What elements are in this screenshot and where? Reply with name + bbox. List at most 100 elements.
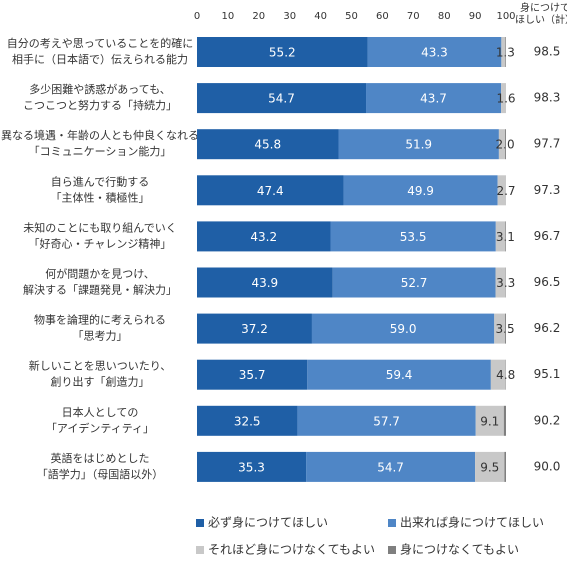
value-label: 59.4 — [386, 368, 413, 382]
legend-label: 身につけなくてもよい — [400, 542, 519, 557]
bar-segment — [197, 267, 333, 298]
category-label: 何が問題かを見つけ、 — [45, 267, 154, 281]
value-label: 52.7 — [401, 276, 428, 290]
category-label: 自分の考えや思っていることを的確に — [7, 36, 193, 50]
bar-segment — [297, 405, 476, 436]
value-label: 9.1 — [480, 414, 499, 428]
bar-segment — [475, 451, 505, 482]
bar-segment — [330, 221, 496, 252]
total-label: 97.7 — [534, 137, 561, 151]
bar-segment — [307, 359, 491, 390]
bar-segment — [338, 129, 499, 160]
bar-segment — [490, 359, 506, 390]
value-label: 47.4 — [257, 184, 284, 198]
total-label: 97.3 — [534, 183, 561, 197]
value-label: 32.5 — [234, 414, 261, 428]
value-label: 9.5 — [480, 460, 499, 474]
value-label: 45.8 — [254, 138, 281, 152]
total-label: 96.2 — [534, 321, 561, 335]
legend-label: 必ず身につけてほしい — [208, 515, 328, 530]
bar-segment — [495, 267, 506, 298]
total-label: 96.7 — [534, 229, 561, 243]
value-label: 2.7 — [496, 184, 515, 198]
total-label: 95.1 — [534, 367, 561, 381]
value-label: 53.5 — [400, 230, 427, 244]
bar-segment — [498, 129, 506, 160]
category-label: 創り出す「創造力」 — [51, 375, 150, 389]
value-label: 49.9 — [407, 184, 434, 198]
bar-segment — [332, 267, 496, 298]
legend-swatch — [388, 546, 396, 554]
category-label: 「コミュニケーション能力」 — [29, 144, 172, 158]
bar-segment — [367, 37, 502, 67]
bar-segment — [505, 221, 506, 252]
bar-segment — [366, 83, 502, 114]
bar-segment — [503, 405, 506, 436]
legend-label: それほど身につけなくてもよい — [208, 542, 375, 557]
total-label: 98.5 — [534, 45, 561, 59]
total-label: 96.5 — [534, 275, 561, 289]
legend-label: 出来れば身につけてほしい — [400, 515, 544, 530]
value-label: 37.2 — [241, 322, 268, 336]
category-label: こつこつと努力する「持続力」 — [23, 98, 177, 112]
x-tick-label: 80 — [438, 11, 451, 22]
category-label: 相手に（日本語で）伝えられる能力 — [12, 52, 188, 66]
category-label: 自ら進んで行動する — [51, 174, 149, 188]
bar-segment — [197, 359, 308, 390]
category-label: 物事を論理的に考えられる — [34, 313, 166, 327]
category-label: 「アイデンティティ」 — [46, 421, 154, 435]
x-tick-label: 0 — [194, 11, 200, 22]
bar-segment — [197, 37, 368, 67]
category-label: 異なる境遇・年齢の人とも仲良くなれる — [1, 128, 199, 142]
bar-segment — [494, 313, 506, 344]
x-tick-label: 100 — [496, 11, 515, 22]
x-tick-label: 40 — [314, 11, 327, 22]
bar-segment — [501, 37, 506, 67]
value-label: 4.8 — [496, 368, 515, 382]
bar-segment — [495, 221, 506, 252]
bar-segment — [343, 175, 498, 206]
bar-segment — [311, 313, 495, 344]
category-label: 解決する「課題発見・解決力」 — [23, 283, 177, 297]
x-tick-label: 60 — [376, 11, 389, 22]
category-label: 日本人としての — [62, 405, 139, 419]
totals-header: ほしい（計） — [515, 13, 567, 26]
x-tick-label: 10 — [222, 11, 235, 22]
category-label: 「好奇心・チャレンジ精神」 — [29, 236, 172, 250]
category-label: 「主体性・積極性」 — [51, 190, 150, 204]
value-label: 59.0 — [390, 322, 417, 336]
value-label: 43.7 — [420, 92, 447, 106]
legend-swatch — [196, 519, 204, 527]
value-label: 54.7 — [268, 92, 295, 106]
value-label: 57.7 — [373, 414, 400, 428]
category-label: 多少困難や誘惑があっても、 — [29, 82, 171, 96]
value-label: 35.7 — [239, 368, 266, 382]
bar-segment — [197, 221, 331, 252]
x-tick-label: 50 — [345, 11, 358, 22]
bar-segment — [505, 129, 506, 160]
bar-segment — [501, 83, 506, 114]
bar-segment — [475, 405, 504, 436]
category-label: 「語学力」（母国語以外） — [37, 467, 164, 481]
value-label: 54.7 — [377, 460, 404, 474]
total-label: 90.2 — [534, 413, 561, 427]
x-tick-label: 30 — [283, 11, 296, 22]
total-label: 90.0 — [534, 459, 561, 473]
x-tick-label: 90 — [469, 11, 482, 22]
bar-segment — [306, 451, 476, 482]
value-label: 55.2 — [269, 46, 296, 60]
bar-segment — [197, 129, 339, 160]
value-label: 35.3 — [238, 460, 265, 474]
value-label: 51.9 — [405, 138, 432, 152]
category-label: 英語をはじめとした — [51, 451, 150, 465]
x-tick-label: 70 — [407, 11, 420, 22]
totals-header: 身につけて — [520, 1, 567, 14]
x-tick-label: 20 — [252, 11, 265, 22]
bar-segment — [197, 83, 367, 114]
total-label: 98.3 — [534, 91, 561, 105]
bar-segment — [505, 313, 506, 344]
bar-segment — [504, 451, 506, 482]
value-label: 43.9 — [251, 276, 278, 290]
